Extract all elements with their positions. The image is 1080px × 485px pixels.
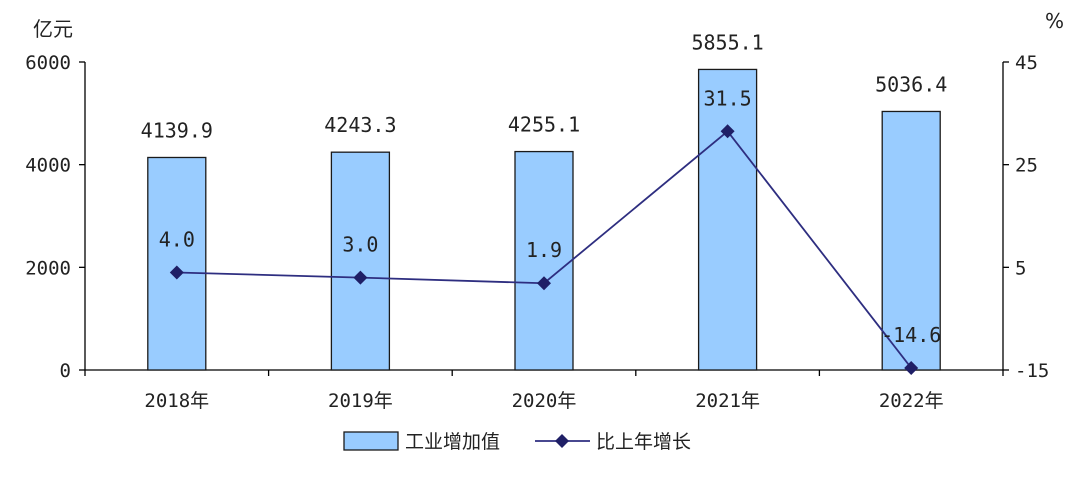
y-right-axis-title: % (1045, 9, 1064, 33)
x-tick-label: 2020年 (512, 390, 577, 412)
y-right-tick-label: 25 (1015, 155, 1038, 177)
bar-value-label: 4139.9 (141, 118, 213, 142)
y-right-tick-label: 5 (1015, 257, 1026, 279)
x-tick-label: 2019年 (328, 390, 393, 412)
bar (881, 110, 941, 371)
line-series (169, 124, 919, 375)
growth-value-label: -14.6 (881, 323, 941, 347)
growth-value-label: 3.0 (342, 233, 378, 257)
bar-value-label: 5036.4 (875, 72, 947, 96)
bar-value-label: 5855.1 (691, 30, 763, 54)
x-tick-label: 2018年 (144, 390, 209, 412)
x-tick-label: 2021年 (695, 390, 760, 412)
y-right-tick-label: 45 (1015, 52, 1038, 74)
growth-value-label: 31.5 (704, 86, 752, 110)
bar-series (147, 68, 941, 371)
y-left-axis-title: 亿元 (33, 17, 73, 41)
bar (514, 150, 574, 371)
y-right-tick-label: -15 (1015, 360, 1049, 382)
y-left-tick-label: 4000 (25, 155, 71, 177)
legend-bar-swatch (343, 431, 399, 451)
y-left-tick-label: 6000 (25, 52, 71, 74)
growth-marker (720, 124, 735, 139)
y-left-tick-label: 0 (60, 360, 71, 382)
bar (330, 151, 391, 371)
bar (147, 156, 207, 371)
x-tick-label: 2022年 (879, 390, 944, 412)
data-labels: 4139.9 4243.3 4255.1 5855.1 5036.4 4.0 3.0 1.9 3… (141, 30, 948, 347)
y-left-tick-label: 2000 (25, 257, 71, 279)
bar-value-label: 4243.3 (324, 113, 396, 137)
growth-marker (353, 270, 368, 285)
growth-value-label: 4.0 (159, 227, 195, 251)
axes: 0 2000 4000 6000 -15 5 25 45 2018年 2019年 2020年 2021… (25, 9, 1064, 412)
legend-line-marker (555, 434, 569, 448)
legend-line-label: 比上年增长 (596, 431, 691, 453)
growth-value-label: 1.9 (526, 238, 562, 262)
bar-value-label: 4255.1 (508, 113, 580, 137)
bar (697, 68, 758, 371)
legend: 工业增加值 比上年增长 (343, 431, 691, 453)
legend-bar-label: 工业增加值 (405, 431, 500, 453)
growth-marker (904, 360, 919, 375)
growth-marker (169, 265, 184, 280)
growth-marker (537, 276, 551, 291)
